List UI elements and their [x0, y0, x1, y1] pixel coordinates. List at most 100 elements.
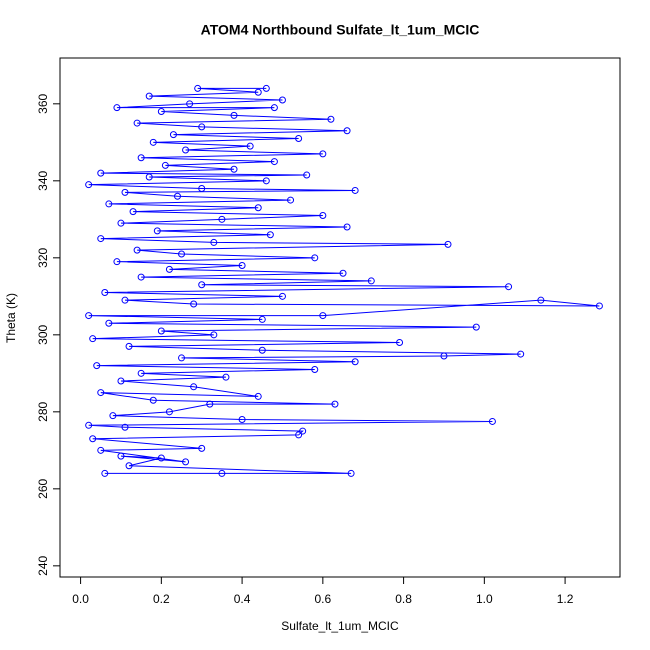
- data-point: [182, 146, 190, 154]
- data-point: [178, 250, 186, 258]
- data-point: [254, 392, 262, 400]
- data-point: [488, 417, 496, 425]
- data-point: [343, 223, 351, 231]
- x-tick-label: 0.6: [314, 592, 331, 606]
- data-point: [145, 173, 153, 181]
- data-point: [319, 211, 327, 219]
- data-point: [157, 327, 165, 335]
- data-line: [88, 87, 600, 474]
- data-point: [278, 96, 286, 104]
- data-point: [311, 254, 319, 262]
- data-point: [97, 169, 105, 177]
- data-point: [270, 104, 278, 112]
- plot-frame: [59, 57, 621, 578]
- y-tick-label: 260: [36, 478, 50, 498]
- data-point: [258, 315, 266, 323]
- data-point: [149, 138, 157, 146]
- data-point: [210, 238, 218, 246]
- data-point: [137, 273, 145, 281]
- data-point: [266, 231, 274, 239]
- data-point: [230, 111, 238, 119]
- data-point: [97, 389, 105, 397]
- data-point: [194, 84, 202, 92]
- data-point: [295, 431, 303, 439]
- data-point: [238, 262, 246, 270]
- x-tick-label: 1.0: [476, 592, 493, 606]
- data-point: [89, 435, 97, 443]
- data-point: [178, 354, 186, 362]
- data-point: [109, 412, 117, 420]
- data-point: [258, 346, 266, 354]
- data-point: [121, 423, 129, 431]
- data-point: [137, 369, 145, 377]
- data-point: [113, 104, 121, 112]
- y-tick-label: 360: [36, 93, 50, 113]
- data-point: [186, 100, 194, 108]
- x-tick-label: 1.2: [557, 592, 574, 606]
- data-point: [222, 373, 230, 381]
- data-point: [396, 339, 404, 347]
- chart-title: ATOM4 Northbound Sulfate_lt_1um_MCIC: [201, 22, 480, 38]
- data-point: [149, 396, 157, 404]
- data-point: [351, 358, 359, 366]
- data-point: [339, 269, 347, 277]
- data-point: [125, 462, 133, 470]
- data-point: [262, 84, 270, 92]
- data-point: [331, 400, 339, 408]
- data-point: [137, 154, 145, 162]
- data-point: [169, 131, 177, 139]
- data-point: [246, 142, 254, 150]
- y-tick-label: 320: [36, 247, 50, 267]
- y-tick-label: 340: [36, 170, 50, 190]
- data-point: [230, 165, 238, 173]
- data-point: [270, 158, 278, 166]
- data-point: [157, 454, 165, 462]
- data-point: [347, 469, 355, 477]
- data-point: [198, 123, 206, 131]
- x-tick-label: 0.2: [153, 592, 170, 606]
- data-point: [287, 196, 295, 204]
- data-point: [517, 350, 525, 358]
- data-point: [367, 277, 375, 285]
- data-point: [351, 186, 359, 194]
- y-tick-label: 280: [36, 401, 50, 421]
- data-point: [537, 296, 545, 304]
- data-point: [218, 469, 226, 477]
- data-point: [295, 134, 303, 142]
- y-tick-label: 300: [36, 324, 50, 344]
- data-point: [198, 185, 206, 193]
- data-point: [173, 192, 181, 200]
- data-point: [165, 265, 173, 273]
- data-point: [206, 400, 214, 408]
- data-point: [299, 427, 307, 435]
- data-point: [319, 150, 327, 158]
- data-point: [153, 227, 161, 235]
- data-point: [85, 181, 93, 189]
- data-point: [161, 161, 169, 169]
- data-point: [157, 108, 165, 116]
- data-point: [97, 446, 105, 454]
- data-point: [319, 312, 327, 320]
- x-tick-label: 0.4: [234, 592, 251, 606]
- data-point: [238, 416, 246, 424]
- data-point: [190, 300, 198, 308]
- data-point: [327, 115, 335, 123]
- data-point: [182, 458, 190, 466]
- data-point: [121, 296, 129, 304]
- x-tick-label: 0.8: [395, 592, 412, 606]
- data-point: [97, 235, 105, 243]
- data-point: [472, 323, 480, 331]
- data-point: [210, 331, 218, 339]
- data-point: [117, 452, 125, 460]
- data-point: [595, 302, 603, 310]
- data-point: [101, 288, 109, 296]
- data-point: [190, 383, 198, 391]
- data-point: [505, 283, 513, 291]
- data-point: [165, 408, 173, 416]
- data-point: [101, 469, 109, 477]
- data-point: [218, 215, 226, 223]
- data-point: [85, 312, 93, 320]
- data-point: [105, 200, 113, 208]
